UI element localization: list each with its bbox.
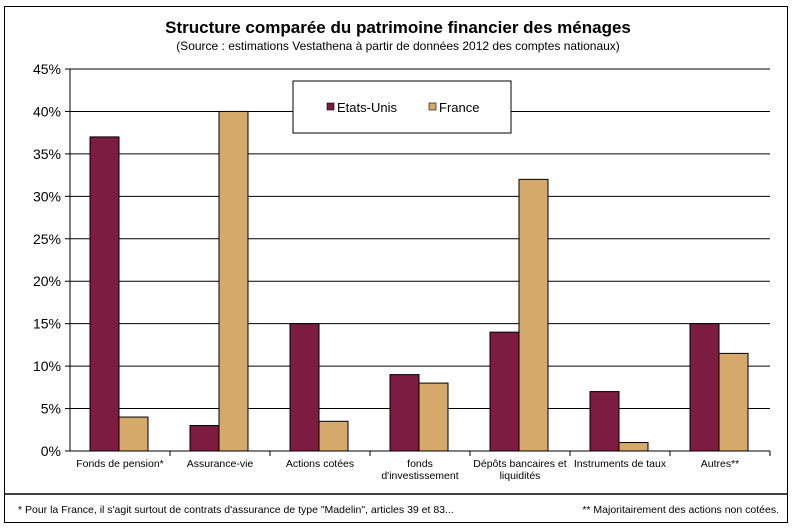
bar-france: [318, 420, 349, 452]
bar-france: [618, 442, 649, 452]
x-tick-label: d'investissement: [381, 470, 458, 482]
bar-france: [118, 416, 149, 452]
bar-etats-unis: [89, 136, 120, 452]
y-tick-label: 20%: [33, 273, 61, 289]
chart-subtitle: (Source : estimations Vestathena à parti…: [176, 39, 620, 53]
x-tick-label: fonds: [407, 458, 433, 470]
x-tick-label: Dépôts bancaires et: [473, 458, 566, 470]
legend-swatch-france: [428, 102, 437, 111]
bar-etats-unis: [389, 374, 420, 452]
y-tick-label: 40%: [33, 103, 61, 119]
footnote-left: * Pour la France, il s'agit surtout de c…: [18, 504, 454, 516]
bars: [89, 110, 749, 452]
x-tick-label: Instruments de taux: [574, 458, 667, 470]
bar-etats-unis: [289, 323, 320, 452]
footnote-right: ** Majoritairement des actions non cotée…: [582, 504, 779, 516]
chart-title: Structure comparée du patrimoine financi…: [165, 18, 631, 37]
y-tick-label: 5%: [41, 401, 61, 417]
legend-label-france: France: [439, 100, 479, 115]
y-tick-label: 45%: [33, 61, 61, 77]
y-tick-label: 15%: [33, 316, 61, 332]
y-tick-label: 35%: [33, 146, 61, 162]
bar-france: [418, 382, 449, 452]
bar-france: [718, 352, 749, 452]
bar-etats-unis: [189, 425, 220, 452]
x-tick-label: Autres**: [701, 458, 740, 470]
bar-etats-unis: [489, 331, 520, 452]
bar-france: [218, 110, 249, 452]
x-tick-label: Assurance-vie: [187, 458, 254, 470]
y-tick-label: 30%: [33, 188, 61, 204]
x-tick-label: liquidités: [500, 470, 541, 482]
x-tick-labels: Fonds de pension* Assurance-vie Actions co…: [76, 458, 739, 482]
x-tick-label: Fonds de pension*: [76, 458, 164, 470]
bar-france: [518, 178, 549, 452]
legend-label-etats-unis: Etats-Unis: [337, 100, 397, 115]
y-tick-label: 25%: [33, 231, 61, 247]
x-tick-label: Actions cotées: [286, 458, 354, 470]
y-tick-labels: 0% 5% 10% 15% 20% 25% 30% 35% 40% 45%: [33, 61, 61, 459]
y-tick-label: 10%: [33, 358, 61, 374]
legend-swatch-etats-unis: [326, 102, 335, 111]
legend: Etats-Unis France: [292, 80, 512, 134]
bar-etats-unis: [689, 323, 720, 452]
gridlines: [70, 68, 770, 410]
y-tick-label: 0%: [41, 443, 61, 459]
bar-etats-unis: [589, 391, 620, 452]
